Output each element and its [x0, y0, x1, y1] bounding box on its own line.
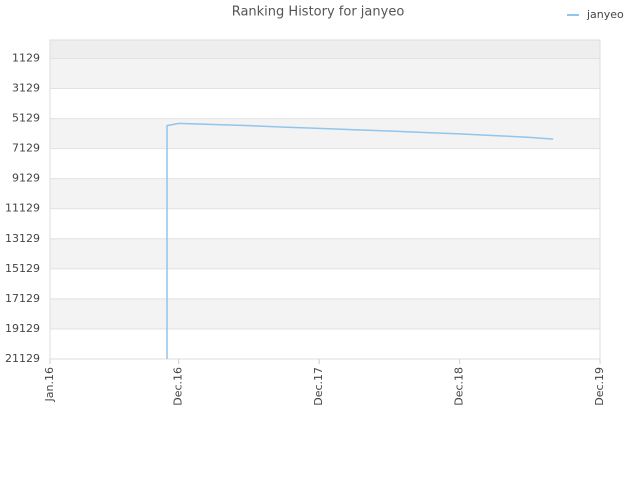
y-tick-label: 1129 [12, 51, 40, 64]
band [50, 148, 600, 179]
y-tick-label: 15129 [5, 262, 40, 275]
plot-border [49, 39, 601, 360]
chart-title: Ranking History for janyeo [232, 5, 405, 20]
y-tick-label: 11129 [5, 202, 40, 215]
y-tick-label: 19129 [5, 322, 40, 335]
y-tick-label: 17129 [5, 292, 40, 305]
x-tick-label: Jan.16 [43, 367, 56, 402]
y-tick-label: 13129 [5, 232, 40, 245]
line [166, 122, 554, 359]
y-tick-label: 7129 [12, 142, 40, 155]
band [50, 58, 600, 89]
y-tick-label: 9129 [12, 172, 40, 185]
band [50, 118, 600, 149]
band [50, 88, 600, 119]
legend-label: janyeo [586, 8, 624, 21]
band [50, 208, 600, 239]
band [50, 178, 600, 209]
x-tick-label: Dec.19 [593, 367, 606, 406]
band [50, 40, 600, 59]
x-tick-label: Dec.17 [312, 367, 325, 406]
band [50, 268, 600, 299]
y-tick-label: 5129 [12, 112, 40, 125]
x-tick-label: Dec.16 [172, 367, 185, 406]
band [50, 328, 600, 359]
band [50, 298, 600, 329]
y-tick-label: 21129 [5, 352, 40, 365]
x-tick-label: Dec.18 [453, 367, 466, 406]
y-tick-label: 3129 [12, 82, 40, 95]
band [50, 238, 600, 269]
